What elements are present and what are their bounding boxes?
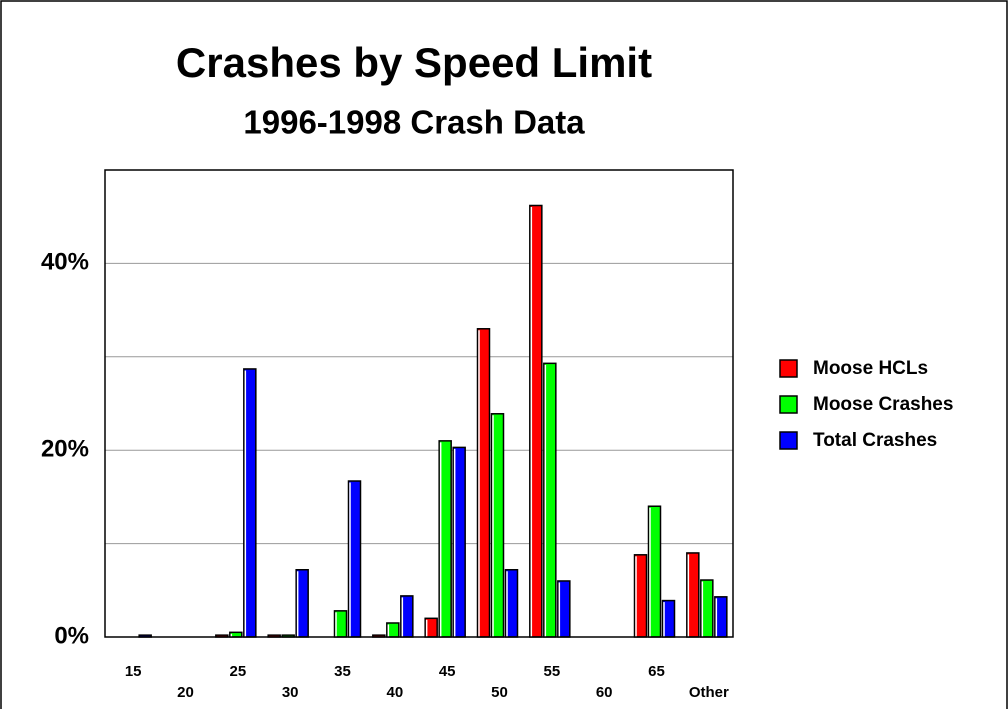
y-tick-label: 40% (41, 249, 89, 276)
x-tick-label: Other (689, 684, 729, 701)
legend-label: Moose Crashes (813, 394, 953, 415)
x-tick-label: 15 (125, 663, 142, 680)
x-tick-label: 60 (596, 684, 613, 701)
x-tick-label: 35 (334, 663, 351, 680)
x-tick-label: 40 (386, 684, 403, 701)
y-tick-label: 20% (41, 436, 89, 463)
x-tick-label: 55 (543, 663, 560, 680)
legend-label: Total Crashes (813, 430, 937, 451)
x-tick-label: 30 (282, 684, 299, 701)
legend-swatch (779, 431, 798, 450)
x-tick-label: 45 (439, 663, 456, 680)
legend-label: Moose HCLs (813, 358, 928, 379)
chart-title: Crashes by Speed Limit (176, 39, 652, 86)
y-tick-label: 0% (54, 622, 89, 649)
x-tick-label: 25 (229, 663, 246, 680)
x-tick-label: 65 (648, 663, 665, 680)
chart-subtitle: 1996-1998 Crash Data (243, 104, 585, 141)
x-tick-label: 20 (177, 684, 194, 701)
x-tick-label: 50 (491, 684, 508, 701)
legend-swatch (779, 395, 798, 414)
legend-swatch (779, 359, 798, 378)
plot-area (105, 170, 733, 637)
plot-border (104, 169, 734, 638)
